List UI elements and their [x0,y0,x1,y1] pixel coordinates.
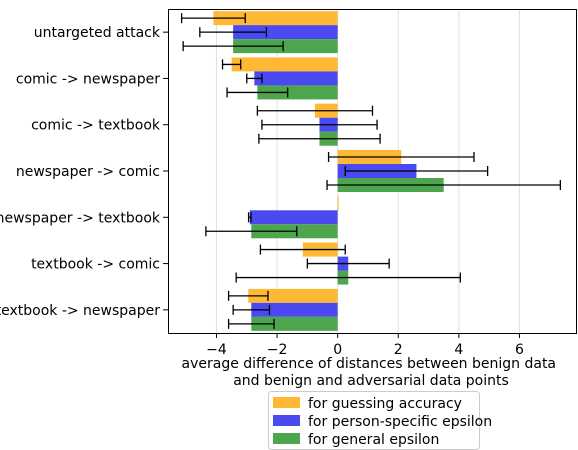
x-axis: −4 −2 0 2 4 6 [206,333,524,358]
bar [254,71,338,86]
x-axis-label: average difference of distances between … [182,356,561,389]
x-tick-label: −2 [267,342,288,358]
y-tick-label: textbook -> comic [31,257,160,273]
y-tick-label: newspaper -> textbook [0,210,161,226]
x-axis-label-line-1: average difference of distances between … [182,356,557,372]
bar [337,196,339,211]
legend: for guessing accuracy for person-specific… [268,391,492,450]
y-tick-label: comic -> textbook [31,118,161,134]
error-bars [180,13,561,329]
x-tick-label: 4 [454,342,463,358]
bar [233,25,338,40]
bar [251,302,338,317]
legend-swatch [273,415,300,426]
x-axis-label-line-2: and benign and adversarial data points [233,373,509,389]
legend-label: for guessing accuracy [308,396,462,412]
x-tick-label: −4 [206,342,227,358]
bar [233,39,338,54]
bar [249,210,338,225]
legend-label: for person-specific epsilon [308,414,492,430]
x-tick-label: 2 [394,342,403,358]
x-tick-label: 0 [333,342,342,358]
bar [257,85,338,100]
y-tick-label: comic -> newspaper [16,71,160,87]
plot-frame [168,9,577,334]
y-tick-label: untargeted attack [34,25,161,41]
legend-swatch [273,433,300,444]
bar [248,288,338,303]
bar [251,316,338,331]
x-tick-label: 6 [515,342,524,358]
y-tick-label: textbook -> newspaper [0,303,160,319]
bar [231,57,338,72]
legend-swatch [273,397,300,408]
bar [213,11,338,26]
y-tick-label: newspaper -> comic [16,164,160,180]
legend-label: for general epsilon [308,432,439,448]
y-axis: untargeted attack comic -> newspaper comic… [0,25,168,319]
